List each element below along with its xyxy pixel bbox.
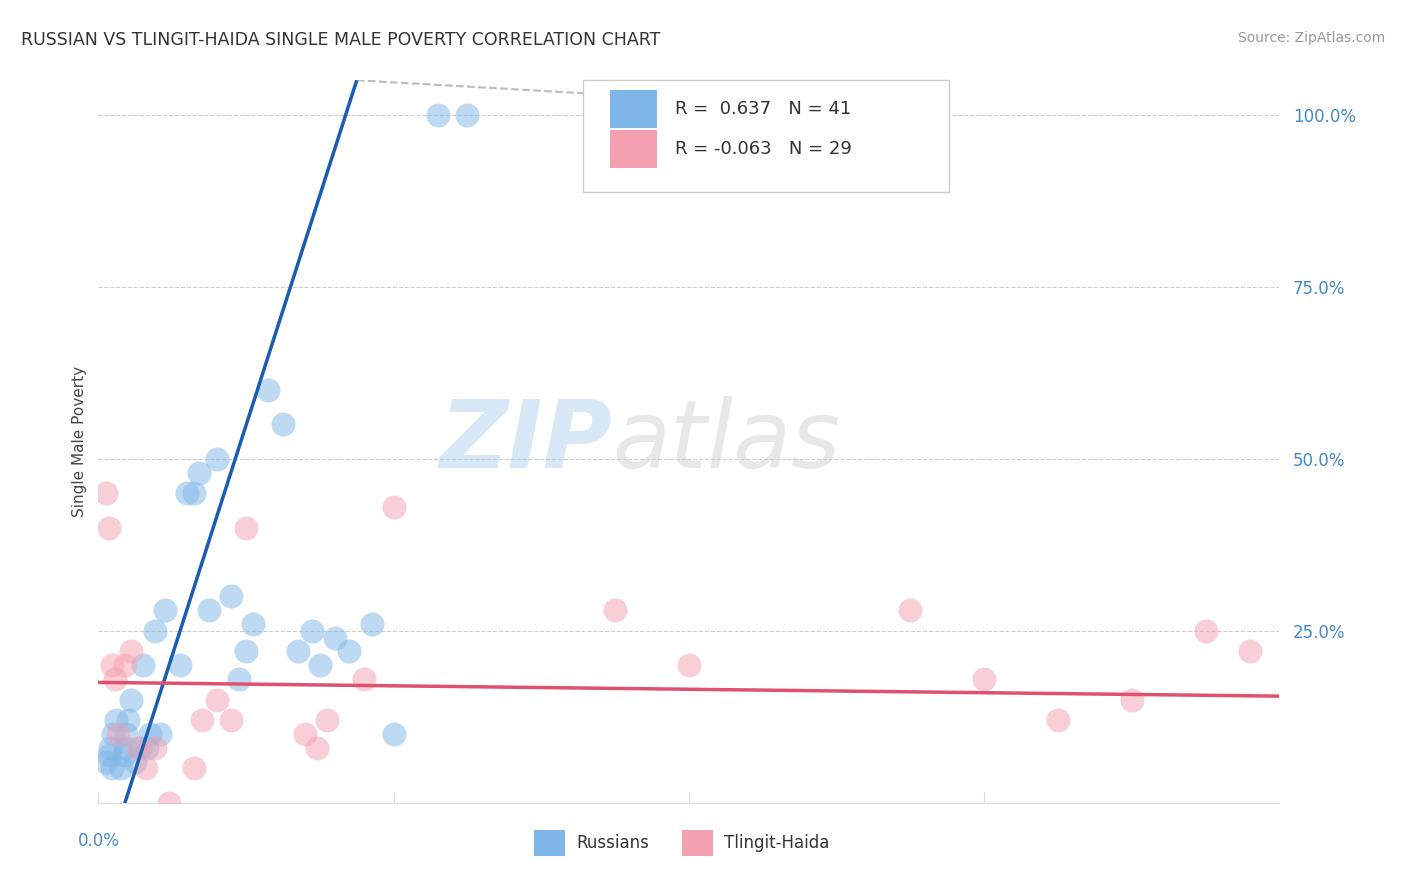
Point [143, 740, 166, 755]
Point [107, 727, 129, 741]
Point [94, 486, 117, 500]
Point [382, 500, 405, 514]
Point [235, 644, 257, 658]
Point [132, 658, 155, 673]
Point [114, 658, 136, 673]
Text: 0.0%: 0.0% [77, 831, 120, 850]
Point [382, 727, 405, 741]
Point [149, 727, 172, 741]
Point [143, 624, 166, 638]
Point [1239, 644, 1261, 658]
Point [97, 520, 120, 534]
Point [169, 658, 191, 673]
Point [187, 466, 209, 480]
Point [120, 644, 142, 658]
Point [257, 383, 280, 397]
Point [120, 692, 142, 706]
Point [271, 417, 294, 432]
Point [427, 108, 450, 122]
Point [228, 672, 250, 686]
Point [221, 590, 243, 604]
Text: Source: ZipAtlas.com: Source: ZipAtlas.com [1237, 31, 1385, 45]
Point [104, 672, 127, 686]
Point [294, 727, 316, 741]
Text: RUSSIAN VS TLINGIT-HAIDA SINGLE MALE POVERTY CORRELATION CHART: RUSSIAN VS TLINGIT-HAIDA SINGLE MALE POV… [21, 31, 661, 49]
Text: ZIP: ZIP [439, 395, 612, 488]
Point [457, 108, 479, 122]
Text: Tlingit-Haida: Tlingit-Haida [724, 834, 830, 852]
Point [105, 713, 128, 727]
Point [309, 658, 332, 673]
Y-axis label: Single Male Poverty: Single Male Poverty [72, 366, 87, 517]
Point [97, 747, 120, 762]
FancyBboxPatch shape [582, 80, 949, 193]
Point [115, 727, 138, 741]
Point [98, 740, 121, 755]
Point [176, 486, 198, 500]
Point [973, 672, 995, 686]
Point [103, 727, 125, 741]
Point [323, 631, 346, 645]
Point [114, 740, 136, 755]
Point [136, 740, 159, 755]
Bar [610, 90, 657, 128]
Text: R =  0.637   N = 41: R = 0.637 N = 41 [675, 100, 851, 118]
Point [221, 713, 243, 727]
Point [235, 520, 257, 534]
Point [153, 603, 176, 617]
Text: R = -0.063   N = 29: R = -0.063 N = 29 [675, 140, 852, 158]
Point [198, 603, 221, 617]
Point [242, 616, 264, 631]
Point [139, 727, 162, 741]
Point [112, 747, 135, 762]
Point [128, 740, 150, 755]
Point [205, 692, 228, 706]
Point [157, 796, 180, 810]
Bar [610, 130, 657, 168]
Point [1195, 624, 1218, 638]
Point [117, 713, 139, 727]
Point [205, 451, 228, 466]
Point [900, 603, 922, 617]
Point [287, 644, 309, 658]
Point [94, 755, 117, 769]
Text: atlas: atlas [612, 396, 841, 487]
Point [1121, 692, 1143, 706]
Point [110, 761, 132, 775]
Point [100, 658, 122, 673]
Point [353, 672, 375, 686]
Point [305, 740, 328, 755]
Point [135, 761, 157, 775]
Point [100, 761, 122, 775]
Point [301, 624, 323, 638]
Point [191, 713, 214, 727]
Point [360, 616, 382, 631]
Point [1046, 713, 1070, 727]
Point [339, 644, 361, 658]
Point [183, 761, 205, 775]
Point [183, 486, 205, 500]
Point [316, 713, 339, 727]
Point [124, 755, 146, 769]
Point [605, 603, 627, 617]
Text: Russians: Russians [576, 834, 650, 852]
Point [678, 658, 700, 673]
Point [127, 740, 149, 755]
